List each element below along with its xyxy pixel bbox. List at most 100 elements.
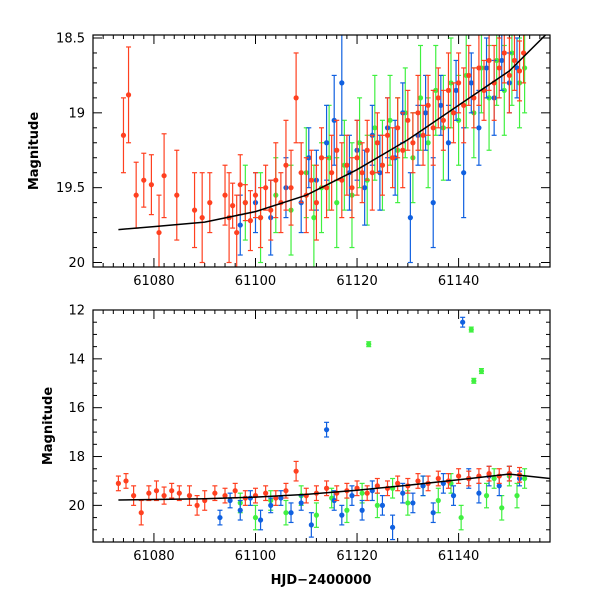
data-point bbox=[141, 177, 147, 183]
data-point bbox=[499, 57, 505, 64]
data-point bbox=[329, 170, 335, 176]
data-point bbox=[268, 207, 274, 213]
data-point bbox=[387, 117, 393, 123]
data-point bbox=[174, 192, 180, 198]
data-point bbox=[308, 177, 314, 183]
data-point bbox=[298, 500, 304, 506]
data-point bbox=[283, 488, 289, 494]
data-point bbox=[506, 72, 512, 79]
data-point bbox=[511, 57, 518, 64]
data-point bbox=[379, 502, 386, 508]
data-point bbox=[448, 80, 454, 86]
data-point bbox=[430, 200, 436, 206]
data-point bbox=[313, 512, 320, 518]
data-point bbox=[476, 125, 482, 131]
data-point bbox=[222, 493, 228, 499]
bottom-panel: 61080 61100 61120 61140 12 14 16 18 20 Magnitude… bbox=[41, 304, 551, 588]
data-point bbox=[450, 493, 457, 499]
data-point bbox=[415, 110, 421, 116]
data-point bbox=[349, 185, 355, 191]
data-point bbox=[384, 132, 391, 138]
data-point bbox=[298, 170, 304, 176]
data-point bbox=[415, 478, 421, 484]
data-point bbox=[359, 490, 365, 496]
x-tick-label: 61080 bbox=[133, 549, 174, 564]
data-point bbox=[486, 57, 492, 64]
data-point bbox=[268, 502, 274, 508]
data-point bbox=[334, 200, 340, 206]
data-point bbox=[445, 140, 452, 146]
data-point bbox=[191, 207, 198, 213]
data-point bbox=[483, 493, 490, 499]
bottom-x-axis-label: HJD−2400000 bbox=[271, 573, 372, 588]
data-point bbox=[389, 524, 396, 530]
data-point bbox=[494, 57, 500, 64]
data-point bbox=[450, 110, 457, 116]
data-point bbox=[407, 215, 413, 221]
data-point bbox=[435, 497, 441, 504]
bottom-y-axis-label: Magnitude bbox=[41, 387, 56, 466]
data-point bbox=[257, 215, 264, 221]
data-point bbox=[433, 87, 439, 93]
data-point bbox=[520, 50, 527, 56]
data-point bbox=[194, 502, 200, 508]
data-point bbox=[311, 215, 317, 221]
data-point bbox=[395, 480, 401, 486]
data-point bbox=[466, 72, 472, 79]
data-point bbox=[148, 182, 154, 188]
data-point bbox=[125, 92, 132, 98]
y-tick-label: 19.5 bbox=[56, 181, 85, 196]
data-point bbox=[232, 488, 238, 494]
data-point bbox=[263, 490, 269, 496]
data-point bbox=[364, 147, 370, 153]
data-point bbox=[522, 475, 528, 482]
bottom-model-curve bbox=[118, 473, 550, 501]
data-point bbox=[323, 427, 330, 433]
data-point bbox=[323, 485, 330, 491]
data-point bbox=[156, 229, 162, 236]
top-panel-data bbox=[118, 35, 547, 267]
data-point bbox=[476, 490, 482, 496]
data-point bbox=[461, 102, 467, 108]
data-point bbox=[430, 510, 436, 516]
y-tick-label: 20 bbox=[68, 499, 85, 514]
data-point bbox=[405, 500, 411, 506]
data-point bbox=[230, 203, 236, 209]
data-point bbox=[491, 475, 497, 482]
x-tick-label: 61080 bbox=[133, 274, 174, 289]
data-point bbox=[308, 522, 314, 528]
x-tick-label: 61100 bbox=[235, 274, 276, 289]
data-point bbox=[453, 87, 459, 93]
data-point bbox=[331, 117, 337, 123]
data-point bbox=[359, 507, 365, 513]
data-point bbox=[263, 185, 269, 191]
bottom-series-green bbox=[237, 326, 528, 531]
data-point bbox=[522, 65, 528, 71]
data-point bbox=[476, 65, 482, 71]
data-point bbox=[242, 200, 248, 206]
data-point bbox=[247, 218, 254, 224]
data-point bbox=[153, 488, 160, 494]
data-point bbox=[176, 490, 182, 496]
data-point bbox=[288, 185, 294, 191]
data-point bbox=[331, 497, 337, 504]
data-point bbox=[456, 117, 462, 123]
data-point bbox=[417, 95, 424, 101]
data-point bbox=[389, 155, 396, 161]
data-point bbox=[461, 170, 467, 176]
data-point bbox=[410, 140, 416, 146]
data-point bbox=[212, 490, 218, 496]
data-point bbox=[458, 514, 464, 521]
data-point bbox=[369, 170, 375, 176]
data-point bbox=[420, 132, 426, 138]
y-tick-label: 19 bbox=[68, 106, 85, 121]
data-point bbox=[257, 517, 264, 523]
data-point bbox=[161, 493, 167, 499]
data-point bbox=[293, 95, 299, 101]
data-point bbox=[377, 170, 383, 176]
x-tick-label: 61140 bbox=[438, 549, 479, 564]
x-tick-label: 61120 bbox=[336, 274, 377, 289]
data-point bbox=[499, 505, 505, 511]
y-tick-label: 20 bbox=[68, 256, 85, 271]
